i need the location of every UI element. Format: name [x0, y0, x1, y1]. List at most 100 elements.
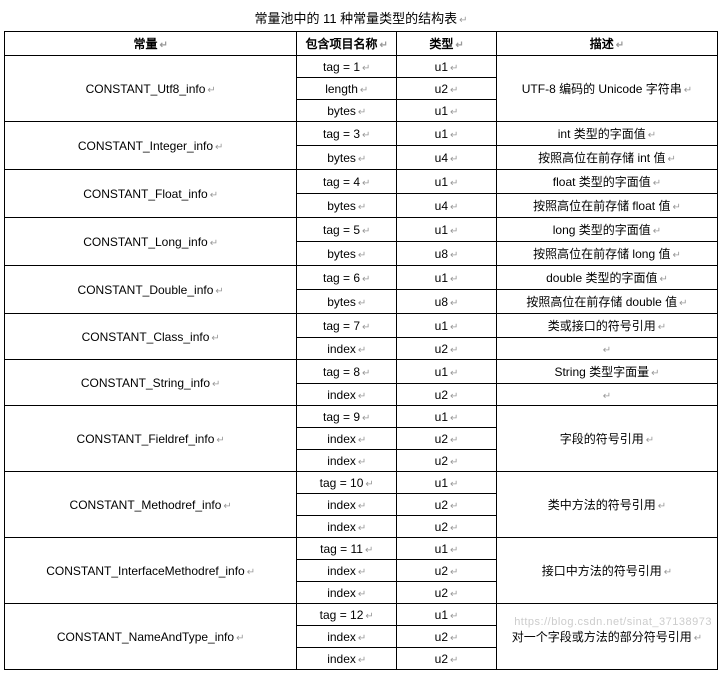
type-cell: u2 [397, 494, 497, 516]
item-cell: tag = 4 [297, 170, 397, 194]
constant-name: CONSTANT_Integer_info [5, 122, 297, 170]
item-cell: index [297, 338, 397, 360]
table-body: CONSTANT_Utf8_infotag = 1u1UTF-8 编码的 Uni… [5, 56, 718, 670]
constant-name: CONSTANT_NameAndType_info [5, 604, 297, 670]
item-cell: tag = 5 [297, 218, 397, 242]
table-row: CONSTANT_Utf8_infotag = 1u1UTF-8 编码的 Uni… [5, 56, 718, 78]
item-cell: tag = 6 [297, 266, 397, 290]
item-cell: bytes [297, 146, 397, 170]
item-cell: tag = 10 [297, 472, 397, 494]
type-cell: u1 [397, 170, 497, 194]
item-cell: bytes [297, 290, 397, 314]
header-constant: 常量 [5, 32, 297, 56]
type-cell: u4 [397, 194, 497, 218]
constant-name: CONSTANT_Fieldref_info [5, 406, 297, 472]
item-cell: length [297, 78, 397, 100]
type-cell: u2 [397, 428, 497, 450]
item-cell: tag = 1 [297, 56, 397, 78]
constant-name: CONSTANT_Long_info [5, 218, 297, 266]
type-cell: u1 [397, 314, 497, 338]
table-row: CONSTANT_Integer_infotag = 3u1int 类型的字面值 [5, 122, 718, 146]
desc-cell [496, 384, 717, 406]
item-cell: index [297, 384, 397, 406]
desc-cell: 按照高位在前存储 long 值 [496, 242, 717, 266]
item-cell: tag = 8 [297, 360, 397, 384]
table-row: CONSTANT_Double_infotag = 6u1double 类型的字… [5, 266, 718, 290]
item-cell: tag = 12 [297, 604, 397, 626]
desc-cell [496, 338, 717, 360]
desc-cell: 按照高位在前存储 float 值 [496, 194, 717, 218]
type-cell: u2 [397, 450, 497, 472]
table-row: CONSTANT_Methodref_infotag = 10u1类中方法的符号… [5, 472, 718, 494]
type-cell: u1 [397, 266, 497, 290]
item-cell: index [297, 648, 397, 670]
desc-cell: 接口中方法的符号引用 [496, 538, 717, 604]
desc-cell: 对一个字段或方法的部分符号引用 [496, 604, 717, 670]
type-cell: u2 [397, 384, 497, 406]
type-cell: u8 [397, 242, 497, 266]
type-cell: u2 [397, 516, 497, 538]
type-cell: u2 [397, 78, 497, 100]
item-cell: bytes [297, 242, 397, 266]
item-cell: index [297, 494, 397, 516]
desc-cell: long 类型的字面值 [496, 218, 717, 242]
item-cell: index [297, 428, 397, 450]
type-cell: u2 [397, 626, 497, 648]
constant-name: CONSTANT_Class_info [5, 314, 297, 360]
type-cell: u1 [397, 406, 497, 428]
type-cell: u1 [397, 56, 497, 78]
item-cell: index [297, 516, 397, 538]
type-cell: u8 [397, 290, 497, 314]
type-cell: u1 [397, 218, 497, 242]
constant-pool-table: 常量 包含项目名称 类型 描述 CONSTANT_Utf8_infotag = … [4, 31, 718, 670]
type-cell: u1 [397, 538, 497, 560]
item-cell: tag = 3 [297, 122, 397, 146]
desc-cell: double 类型的字面值 [496, 266, 717, 290]
type-cell: u1 [397, 122, 497, 146]
type-cell: u1 [397, 604, 497, 626]
type-cell: u2 [397, 582, 497, 604]
item-cell: tag = 9 [297, 406, 397, 428]
table-title: 常量池中的 11 种常量类型的结构表 [4, 4, 718, 31]
item-cell: index [297, 450, 397, 472]
table-row: CONSTANT_Float_infotag = 4u1float 类型的字面值 [5, 170, 718, 194]
type-cell: u2 [397, 338, 497, 360]
item-cell: index [297, 560, 397, 582]
type-cell: u2 [397, 560, 497, 582]
item-cell: bytes [297, 100, 397, 122]
item-cell: index [297, 582, 397, 604]
constant-name: CONSTANT_Methodref_info [5, 472, 297, 538]
desc-cell: String 类型字面量 [496, 360, 717, 384]
table-row: CONSTANT_InterfaceMethodref_infotag = 11… [5, 538, 718, 560]
constant-name: CONSTANT_InterfaceMethodref_info [5, 538, 297, 604]
constant-name: CONSTANT_Double_info [5, 266, 297, 314]
desc-cell: 类中方法的符号引用 [496, 472, 717, 538]
type-cell: u1 [397, 360, 497, 384]
item-cell: index [297, 626, 397, 648]
item-cell: tag = 11 [297, 538, 397, 560]
type-cell: u1 [397, 472, 497, 494]
item-cell: tag = 7 [297, 314, 397, 338]
header-row: 常量 包含项目名称 类型 描述 [5, 32, 718, 56]
item-cell: bytes [297, 194, 397, 218]
constant-name: CONSTANT_Float_info [5, 170, 297, 218]
desc-cell: UTF-8 编码的 Unicode 字符串 [496, 56, 717, 122]
table-row: CONSTANT_Long_infotag = 5u1long 类型的字面值 [5, 218, 718, 242]
header-item: 包含项目名称 [297, 32, 397, 56]
table-row: CONSTANT_Class_infotag = 7u1类或接口的符号引用 [5, 314, 718, 338]
table-row: CONSTANT_String_infotag = 8u1String 类型字面… [5, 360, 718, 384]
desc-cell: 类或接口的符号引用 [496, 314, 717, 338]
watermark: https://blog.csdn.net/sinat_37138973 [514, 616, 712, 628]
type-cell: u1 [397, 100, 497, 122]
header-desc: 描述 [496, 32, 717, 56]
desc-cell: 按照高位在前存储 double 值 [496, 290, 717, 314]
constant-name: CONSTANT_String_info [5, 360, 297, 406]
desc-cell: 字段的符号引用 [496, 406, 717, 472]
header-type: 类型 [397, 32, 497, 56]
desc-cell: int 类型的字面值 [496, 122, 717, 146]
desc-cell: 按照高位在前存储 int 值 [496, 146, 717, 170]
desc-cell: float 类型的字面值 [496, 170, 717, 194]
constant-name: CONSTANT_Utf8_info [5, 56, 297, 122]
type-cell: u4 [397, 146, 497, 170]
type-cell: u2 [397, 648, 497, 670]
